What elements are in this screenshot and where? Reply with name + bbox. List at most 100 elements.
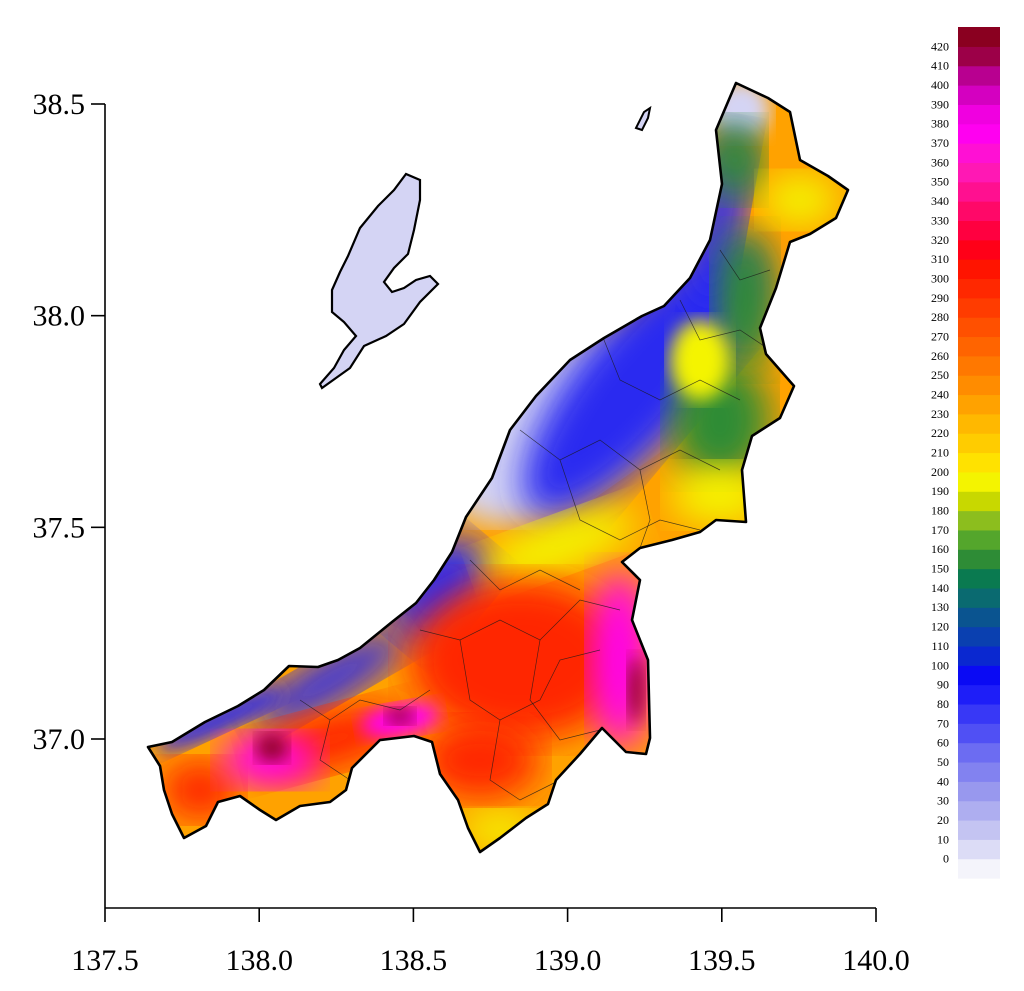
mainland-niigata xyxy=(148,83,848,852)
x-tick-label: 138.5 xyxy=(380,944,448,977)
colorbar-swatch xyxy=(958,297,1000,318)
colorbar-label: 130 xyxy=(931,600,949,614)
colorbar-label: 180 xyxy=(931,504,949,518)
y-tick-label: 37.5 xyxy=(33,511,86,544)
colorbar-swatch xyxy=(958,684,1000,705)
awashima-island xyxy=(634,105,652,132)
colorbar-swatch xyxy=(958,143,1000,163)
colorbar-label: 240 xyxy=(931,387,949,401)
colorbar-label: 400 xyxy=(931,78,949,92)
colorbar-label: 190 xyxy=(931,484,949,498)
colorbar-label: 260 xyxy=(931,349,949,363)
colorbar-label: 140 xyxy=(931,581,949,595)
colorbar-swatch xyxy=(958,587,1000,608)
colorbar-swatch xyxy=(958,220,1000,241)
colorbar-swatch xyxy=(958,375,1000,396)
colorbar-swatch xyxy=(958,665,1000,686)
x-tick-label: 137.5 xyxy=(71,944,139,977)
colorbar-label: 220 xyxy=(931,426,949,440)
colorbar-label: 80 xyxy=(937,697,949,711)
x-tick-label: 139.5 xyxy=(688,944,756,977)
colorbar-swatch xyxy=(958,85,1000,105)
colorbar-swatch xyxy=(958,413,1000,434)
colorbar-label: 20 xyxy=(937,813,949,827)
colorbar-label: 310 xyxy=(931,252,949,266)
colorbar-label: 50 xyxy=(937,755,949,769)
colorbar-label: 380 xyxy=(931,117,949,131)
colorbar-swatch xyxy=(958,529,1000,550)
colorbar-label: 300 xyxy=(931,271,949,285)
colorbar-swatch xyxy=(958,645,1000,666)
colorbar-label: 150 xyxy=(931,562,949,576)
coast-outline xyxy=(146,81,850,854)
colorbar-swatch xyxy=(958,123,1000,144)
colorbar-swatch xyxy=(958,800,1000,821)
sado-island xyxy=(318,172,440,390)
x-tick-label: 139.0 xyxy=(534,944,602,977)
municipal-boundaries xyxy=(299,249,771,801)
colorbar-swatch xyxy=(958,355,1000,376)
colorbar-label: 210 xyxy=(931,446,949,460)
colorbar-swatch xyxy=(958,336,1000,357)
axes: 137.5 138.0 138.5 139.0 139.5 140.0 37.0 37.5 38… xyxy=(33,88,910,977)
colorbar-swatch xyxy=(958,549,1000,570)
x-tick-label: 140.0 xyxy=(842,944,910,977)
colorbar-swatch xyxy=(958,65,1000,86)
colorbar-legend: 0 10 20 30 40 50 60 70 80 90 100 110 120 130 140 150 160… xyxy=(931,27,1000,879)
colorbar-label: 330 xyxy=(931,213,949,227)
colorbar-label: 70 xyxy=(937,716,949,730)
colorbar-label: 340 xyxy=(931,194,949,208)
colorbar-label: 230 xyxy=(931,407,949,421)
colorbar-swatch xyxy=(958,761,1000,782)
colorbar-label: 40 xyxy=(937,774,949,788)
colorbar-swatch xyxy=(958,46,1000,67)
colorbar-swatch xyxy=(958,452,1000,473)
colorbar-label: 290 xyxy=(931,291,949,305)
colorbar-label: 250 xyxy=(931,368,949,382)
colorbar-label: 200 xyxy=(931,465,949,479)
colorbar-swatch xyxy=(958,723,1000,744)
colorbar-label: 90 xyxy=(937,678,949,692)
y-tick-label: 37.0 xyxy=(33,723,86,756)
colorbar-swatch xyxy=(958,742,1000,763)
colorbar-swatch xyxy=(958,471,1000,492)
colorbar-label: 420 xyxy=(931,39,949,53)
colorbar-label: 410 xyxy=(931,59,949,73)
colorbar-swatch xyxy=(958,703,1000,724)
colorbar-swatch xyxy=(958,201,1000,222)
colorbar-swatch xyxy=(958,394,1000,415)
colorbar-swatch xyxy=(958,104,1000,125)
colorbar-swatch xyxy=(958,510,1000,531)
colorbar-label: 60 xyxy=(937,736,949,750)
colorbar-swatch xyxy=(958,259,1000,280)
colorbar-swatch xyxy=(958,278,1000,299)
colorbar-label: 0 xyxy=(943,852,949,866)
colorbar-swatch xyxy=(958,781,1000,802)
x-tick-label: 138.0 xyxy=(225,944,293,977)
colorbar-label: 320 xyxy=(931,233,949,247)
colorbar-swatch xyxy=(958,317,1000,338)
colorbar-label: 100 xyxy=(931,658,949,672)
colorbar-swatch xyxy=(958,181,1000,202)
colorbar-swatch xyxy=(958,839,1000,860)
colorbar-swatch xyxy=(958,626,1000,647)
colorbar-label: 30 xyxy=(937,794,949,808)
colorbar-swatch xyxy=(958,27,1000,47)
y-tick-label: 38.5 xyxy=(33,88,86,121)
colorbar-label: 350 xyxy=(931,175,949,189)
colorbar-swatch xyxy=(958,568,1000,589)
colorbar-swatch xyxy=(958,162,1000,183)
colorbar-label: 160 xyxy=(931,542,949,556)
colorbar-swatch xyxy=(958,239,1000,260)
colorbar-swatch xyxy=(958,491,1000,512)
colorbar-label: 360 xyxy=(931,155,949,169)
colorbar-swatch xyxy=(958,858,1000,879)
colorbar-label: 120 xyxy=(931,620,949,634)
colorbar-swatch xyxy=(958,607,1000,628)
colorbar-label: 370 xyxy=(931,136,949,150)
colorbar-label: 110 xyxy=(931,639,949,653)
colorbar-label: 10 xyxy=(937,832,949,846)
colorbar-label: 270 xyxy=(931,329,949,343)
y-tick-label: 38.0 xyxy=(33,300,86,333)
